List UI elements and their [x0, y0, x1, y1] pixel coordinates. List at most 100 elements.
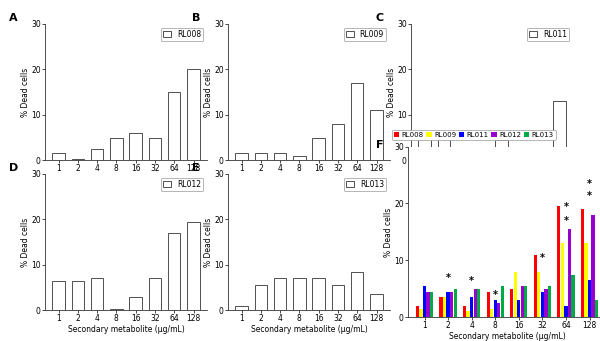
Bar	[187, 222, 200, 310]
Bar	[351, 272, 364, 310]
Bar	[454, 289, 457, 317]
Bar	[71, 159, 84, 160]
X-axis label: Secondary metabolite (μg/mL): Secondary metabolite (μg/mL)	[251, 325, 367, 334]
Bar	[419, 309, 422, 317]
Bar	[313, 137, 325, 160]
Bar	[588, 280, 591, 317]
Bar	[130, 297, 142, 310]
X-axis label: Secondary metabolite (μg/mL): Secondary metabolite (μg/mL)	[449, 332, 565, 341]
Bar	[332, 285, 344, 310]
Legend: RL008, RL009, RL011, RL012, RL013: RL008, RL009, RL011, RL012, RL013	[392, 130, 556, 140]
Bar	[332, 124, 344, 160]
Bar	[427, 292, 430, 317]
Bar	[423, 286, 426, 317]
Bar	[254, 285, 267, 310]
Bar	[568, 229, 571, 317]
Text: *: *	[587, 179, 592, 189]
Legend: RL009: RL009	[344, 28, 386, 41]
Text: *: *	[563, 202, 568, 212]
Bar	[514, 272, 517, 317]
Bar	[416, 306, 419, 317]
Y-axis label: % Dead cells: % Dead cells	[203, 218, 212, 267]
Bar	[466, 311, 470, 317]
Text: C: C	[376, 13, 383, 23]
Bar	[533, 255, 537, 317]
Bar	[487, 292, 490, 317]
Y-axis label: % Dead cells: % Dead cells	[20, 218, 29, 267]
Bar	[515, 153, 527, 160]
Bar	[494, 300, 497, 317]
Bar	[581, 209, 584, 317]
Bar	[168, 233, 181, 310]
Y-axis label: % Dead cells: % Dead cells	[203, 68, 212, 117]
Bar	[439, 297, 443, 317]
Bar	[500, 286, 504, 317]
Bar	[565, 306, 568, 317]
Bar	[110, 309, 122, 310]
Bar	[470, 297, 473, 317]
Bar	[437, 135, 450, 160]
Bar	[430, 292, 433, 317]
Y-axis label: % Dead cells: % Dead cells	[386, 68, 395, 117]
X-axis label: Secondary metabolite (μg/mL): Secondary metabolite (μg/mL)	[68, 175, 184, 184]
Bar	[52, 281, 65, 310]
Bar	[130, 133, 142, 160]
Bar	[168, 92, 181, 160]
Text: B: B	[193, 13, 201, 23]
Bar	[490, 309, 493, 317]
Bar	[537, 272, 541, 317]
Bar	[476, 151, 488, 160]
Bar	[544, 289, 548, 317]
Text: *: *	[587, 191, 592, 201]
Bar	[254, 153, 267, 160]
Bar	[571, 275, 575, 317]
Bar	[235, 306, 248, 310]
Bar	[457, 147, 469, 160]
Bar	[418, 137, 431, 160]
Bar	[274, 153, 286, 160]
Bar	[149, 279, 161, 310]
Bar	[592, 215, 595, 317]
Bar	[293, 156, 305, 160]
Bar	[52, 153, 65, 160]
Legend: RL012: RL012	[161, 178, 203, 191]
Bar	[595, 300, 598, 317]
Bar	[313, 279, 325, 310]
Bar	[548, 286, 551, 317]
Bar	[463, 306, 466, 317]
Bar	[510, 289, 514, 317]
Legend: RL011: RL011	[527, 28, 569, 41]
Legend: RL008: RL008	[161, 28, 203, 41]
X-axis label: Secondary metabolite (μg/mL): Secondary metabolite (μg/mL)	[434, 175, 550, 184]
Bar	[524, 286, 527, 317]
Bar	[517, 300, 520, 317]
Bar	[71, 281, 84, 310]
Bar	[110, 137, 122, 160]
Bar	[91, 149, 103, 160]
Y-axis label: % Dead cells: % Dead cells	[20, 68, 29, 117]
Bar	[235, 153, 248, 160]
Bar	[584, 243, 587, 317]
Bar	[351, 83, 364, 160]
Text: *: *	[469, 276, 474, 286]
Bar	[477, 289, 481, 317]
Text: *: *	[446, 273, 451, 283]
Text: F: F	[376, 140, 384, 150]
Bar	[450, 292, 453, 317]
Bar	[446, 292, 449, 317]
Bar	[553, 101, 566, 160]
Legend: RL013: RL013	[344, 178, 386, 191]
Bar	[561, 243, 564, 317]
Bar	[293, 279, 305, 310]
Bar	[370, 294, 383, 310]
Bar	[534, 158, 547, 160]
Text: E: E	[193, 163, 200, 173]
Bar	[473, 289, 477, 317]
Bar	[521, 286, 524, 317]
X-axis label: Secondary metabolite (μg/mL): Secondary metabolite (μg/mL)	[68, 325, 184, 334]
Text: A: A	[10, 13, 18, 23]
Bar	[91, 279, 103, 310]
Text: D: D	[10, 163, 19, 173]
Bar	[443, 297, 446, 317]
Text: *: *	[563, 216, 568, 226]
